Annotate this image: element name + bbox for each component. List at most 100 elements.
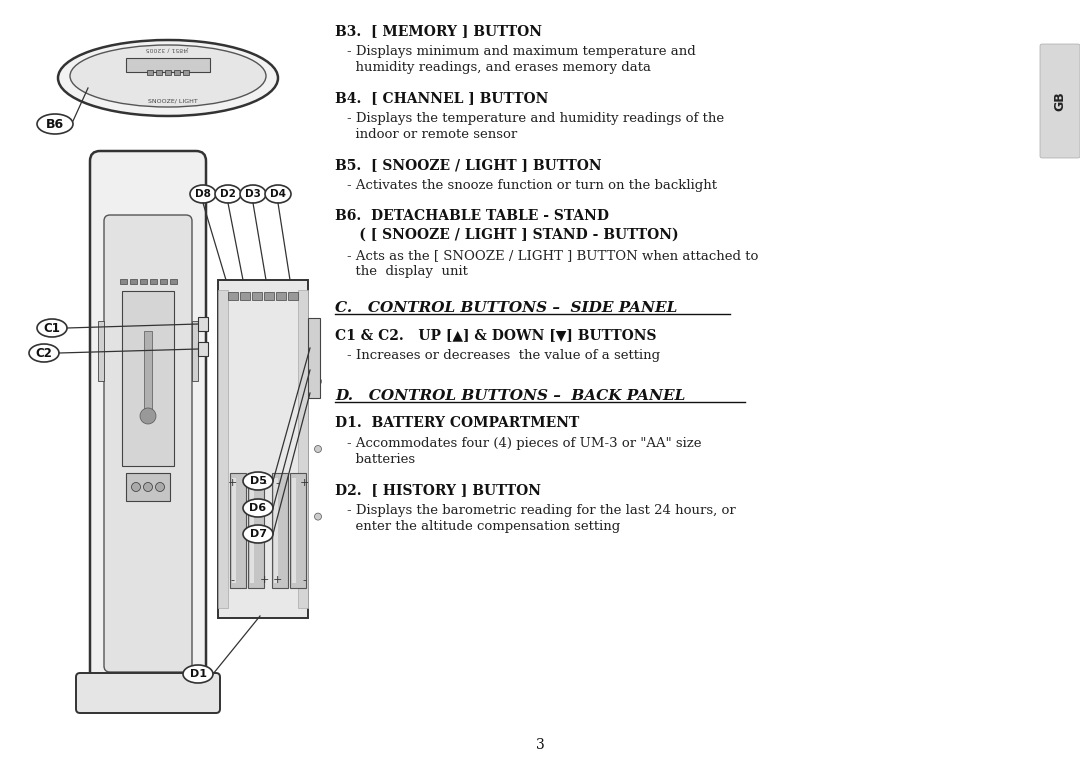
Bar bbox=[272, 473, 288, 588]
Text: enter the altitude compensation setting: enter the altitude compensation setting bbox=[347, 520, 620, 533]
Bar bbox=[126, 473, 170, 501]
Bar bbox=[192, 321, 198, 381]
Bar bbox=[198, 317, 208, 331]
Bar bbox=[291, 473, 306, 588]
Text: the  display  unit: the display unit bbox=[347, 265, 468, 278]
Ellipse shape bbox=[140, 408, 156, 424]
Text: - Displays the temperature and humidity readings of the: - Displays the temperature and humidity … bbox=[347, 112, 724, 125]
Bar bbox=[183, 70, 189, 75]
Text: - Activates the snooze function or turn on the backlight: - Activates the snooze function or turn … bbox=[347, 179, 717, 192]
Text: D.   CONTROL BUTTONS –  BACK PANEL: D. CONTROL BUTTONS – BACK PANEL bbox=[335, 389, 686, 403]
Bar bbox=[230, 473, 246, 588]
Bar bbox=[150, 279, 157, 284]
FancyBboxPatch shape bbox=[104, 215, 192, 672]
Bar bbox=[98, 321, 104, 381]
Text: +: + bbox=[227, 478, 237, 488]
Text: SNOOZE/ LIGHT: SNOOZE/ LIGHT bbox=[148, 98, 198, 103]
Text: D8: D8 bbox=[195, 189, 211, 199]
Bar bbox=[122, 291, 174, 466]
Text: -: - bbox=[262, 478, 266, 488]
Text: humidity readings, and erases memory data: humidity readings, and erases memory dat… bbox=[347, 61, 651, 74]
Text: J4851 / 32005: J4851 / 32005 bbox=[147, 46, 190, 51]
Text: D6: D6 bbox=[249, 503, 267, 513]
Ellipse shape bbox=[243, 525, 273, 543]
Bar bbox=[140, 279, 147, 284]
Text: C1 & C2.   UP [▲] & DOWN [▼] BUTTONS: C1 & C2. UP [▲] & DOWN [▼] BUTTONS bbox=[335, 328, 657, 342]
Text: D2.  [ HISTORY ] BUTTON: D2. [ HISTORY ] BUTTON bbox=[335, 483, 541, 497]
Text: B3.  [ MEMORY ] BUTTON: B3. [ MEMORY ] BUTTON bbox=[335, 24, 542, 38]
Text: D1.  BATTERY COMPARTMENT: D1. BATTERY COMPARTMENT bbox=[335, 416, 579, 430]
Text: D2: D2 bbox=[220, 189, 235, 199]
Text: indoor or remote sensor: indoor or remote sensor bbox=[347, 128, 517, 141]
Text: D7: D7 bbox=[249, 529, 267, 539]
Ellipse shape bbox=[29, 344, 59, 362]
Ellipse shape bbox=[37, 114, 73, 134]
Bar bbox=[308, 318, 320, 398]
Ellipse shape bbox=[156, 483, 164, 492]
Bar bbox=[218, 280, 308, 618]
Text: -: - bbox=[302, 575, 306, 585]
Ellipse shape bbox=[314, 378, 322, 385]
Text: +: + bbox=[272, 575, 282, 585]
Text: D4: D4 bbox=[270, 189, 286, 199]
Text: C1: C1 bbox=[43, 322, 60, 335]
Bar bbox=[198, 342, 208, 356]
Ellipse shape bbox=[265, 185, 291, 203]
Text: -: - bbox=[275, 478, 279, 488]
Ellipse shape bbox=[243, 472, 273, 490]
Bar bbox=[292, 478, 296, 583]
Text: B4.  [ CHANNEL ] BUTTON: B4. [ CHANNEL ] BUTTON bbox=[335, 91, 549, 105]
Bar bbox=[288, 292, 298, 300]
Text: B6.  DETACHABLE TABLE - STAND: B6. DETACHABLE TABLE - STAND bbox=[335, 209, 609, 223]
Text: - Accommodates four (4) pieces of UM-3 or "AA" size: - Accommodates four (4) pieces of UM-3 o… bbox=[347, 437, 702, 450]
Bar bbox=[126, 58, 210, 72]
Ellipse shape bbox=[314, 513, 322, 520]
Text: 3: 3 bbox=[536, 738, 544, 752]
Bar bbox=[249, 478, 254, 583]
Bar bbox=[120, 279, 127, 284]
Text: C2: C2 bbox=[36, 346, 53, 359]
Ellipse shape bbox=[183, 665, 213, 683]
Bar bbox=[264, 292, 274, 300]
Bar bbox=[170, 279, 177, 284]
Bar bbox=[248, 473, 264, 588]
Text: D5: D5 bbox=[249, 476, 267, 486]
Bar bbox=[252, 292, 262, 300]
Text: B5.  [ SNOOZE / LIGHT ] BUTTON: B5. [ SNOOZE / LIGHT ] BUTTON bbox=[335, 158, 602, 172]
Bar bbox=[274, 478, 278, 583]
Ellipse shape bbox=[58, 40, 278, 116]
Ellipse shape bbox=[240, 185, 266, 203]
Text: batteries: batteries bbox=[347, 453, 415, 466]
Bar bbox=[218, 290, 228, 608]
Text: GB: GB bbox=[1053, 91, 1067, 111]
Bar bbox=[130, 279, 137, 284]
Text: - Displays the barometric reading for the last 24 hours, or: - Displays the barometric reading for th… bbox=[347, 504, 735, 517]
FancyBboxPatch shape bbox=[90, 151, 206, 711]
Text: +: + bbox=[299, 478, 309, 488]
Ellipse shape bbox=[37, 319, 67, 337]
Ellipse shape bbox=[190, 185, 216, 203]
Bar bbox=[228, 292, 238, 300]
Bar bbox=[144, 331, 152, 411]
Ellipse shape bbox=[132, 483, 140, 492]
Ellipse shape bbox=[314, 446, 322, 453]
FancyBboxPatch shape bbox=[1040, 44, 1080, 158]
Bar bbox=[276, 292, 286, 300]
Text: D1: D1 bbox=[189, 669, 206, 679]
Text: -: - bbox=[230, 575, 234, 585]
Text: - Acts as the [ SNOOZE / LIGHT ] BUTTON when attached to: - Acts as the [ SNOOZE / LIGHT ] BUTTON … bbox=[347, 249, 758, 262]
Text: ( [ SNOOZE / LIGHT ] STAND - BUTTON): ( [ SNOOZE / LIGHT ] STAND - BUTTON) bbox=[335, 228, 678, 242]
Ellipse shape bbox=[243, 499, 273, 517]
Text: C.   CONTROL BUTTONS –  SIDE PANEL: C. CONTROL BUTTONS – SIDE PANEL bbox=[335, 301, 677, 315]
Text: B6: B6 bbox=[46, 117, 64, 130]
Text: D3: D3 bbox=[245, 189, 261, 199]
Ellipse shape bbox=[144, 483, 152, 492]
Bar bbox=[160, 279, 167, 284]
Bar bbox=[156, 70, 162, 75]
Text: - Increases or decreases  the value of a setting: - Increases or decreases the value of a … bbox=[347, 349, 660, 362]
Bar bbox=[240, 292, 249, 300]
Text: - Displays minimum and maximum temperature and: - Displays minimum and maximum temperatu… bbox=[347, 45, 696, 58]
Bar bbox=[147, 70, 153, 75]
Bar bbox=[232, 478, 237, 583]
Ellipse shape bbox=[215, 185, 241, 203]
